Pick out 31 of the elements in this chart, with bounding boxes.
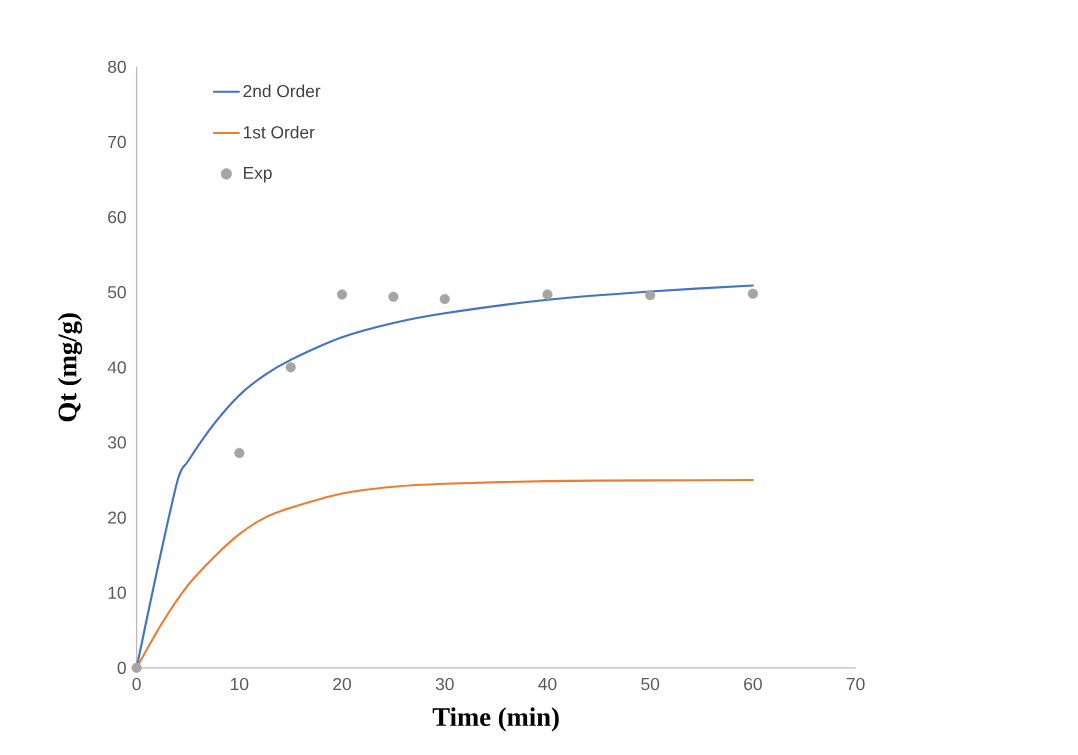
x-tick-label: 10 — [231, 677, 249, 691]
x-tick-label: 30 — [435, 677, 454, 691]
x-tick-label: 40 — [538, 677, 557, 691]
x-axis-title: Time (min) — [432, 707, 559, 732]
y-axis-title: Qt (mg/g) — [57, 313, 83, 422]
legend-label: 2nd Order — [243, 84, 321, 98]
legend-label: 1st Order — [243, 125, 315, 139]
point — [336, 289, 348, 300]
x-tick-label: 70 — [846, 677, 865, 691]
y-tick-label: 10 — [108, 586, 126, 599]
y-tick-label: 40 — [107, 361, 126, 374]
y-tick-label: 50 — [107, 286, 126, 299]
y-tick-label: 0 — [117, 661, 126, 674]
point — [285, 362, 296, 373]
point — [439, 293, 450, 305]
y-tick-label: 30 — [107, 436, 126, 449]
y-tick-label: 20 — [108, 511, 126, 524]
point — [388, 291, 399, 302]
x-tick-label: 60 — [744, 677, 762, 691]
point — [131, 662, 142, 673]
point — [234, 447, 245, 459]
point — [542, 289, 553, 300]
legend-label: Exp — [244, 166, 272, 183]
y-tick-label: 70 — [108, 135, 126, 149]
y-tick-label: 60 — [108, 210, 126, 224]
x-tick-label: 50 — [641, 677, 660, 691]
x-tick-label: 0 — [132, 677, 141, 691]
point — [747, 288, 758, 299]
point — [645, 290, 656, 301]
x-tick-label: 20 — [333, 677, 352, 691]
y-tick-label: 80 — [108, 60, 126, 73]
